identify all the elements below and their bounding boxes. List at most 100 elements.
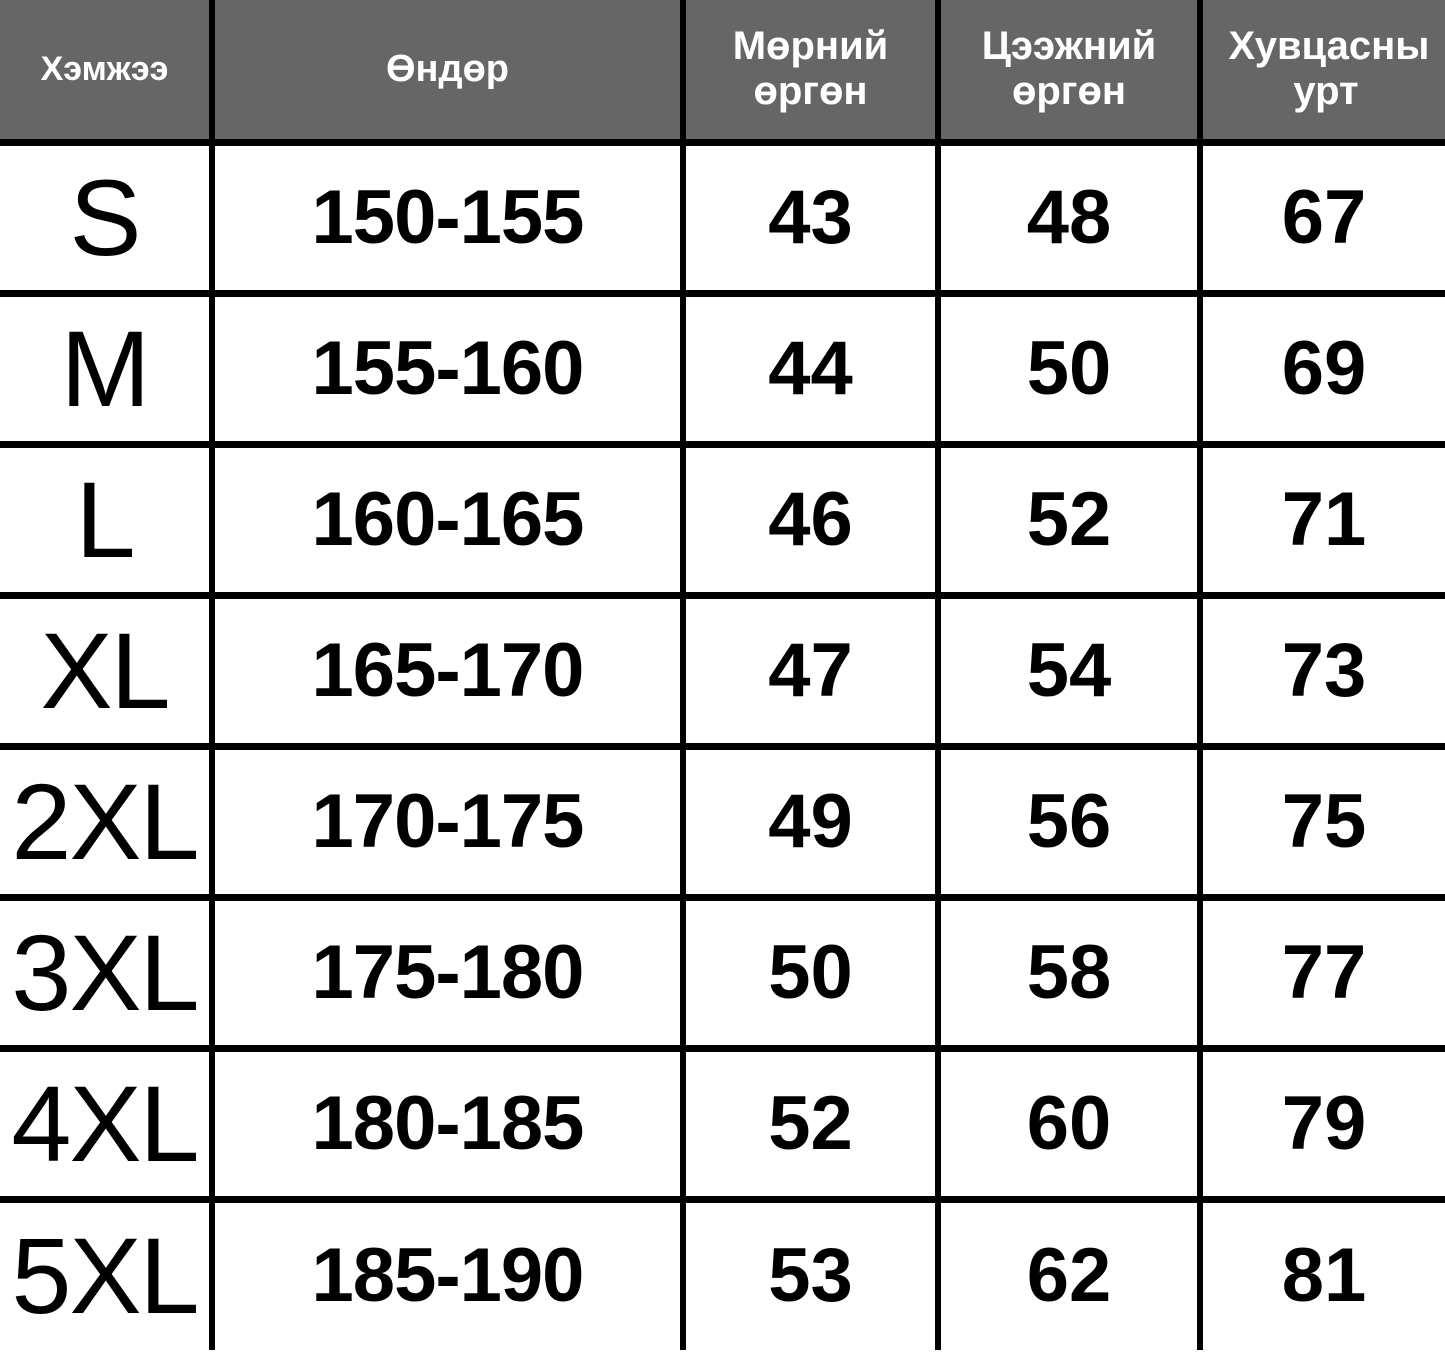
size-label: 2XL (11, 760, 199, 882)
chest-value: 50 (1026, 325, 1112, 411)
chest-value: 62 (1026, 1233, 1112, 1319)
cell-shoulder-width: 44 (683, 289, 941, 444)
size-label: S (69, 156, 141, 278)
shoulder-value: 52 (768, 1080, 853, 1166)
shoulder-value: 47 (768, 627, 853, 713)
column-header-chest-line2: өргөн (1011, 69, 1127, 114)
size-label: 4XL (11, 1062, 199, 1184)
cell-shoulder-width: 52 (683, 1044, 941, 1199)
column-header-garment-length: Хувцасны урт (1200, 0, 1445, 142)
cell-garment-length: 79 (1200, 1044, 1445, 1199)
cell-size: XL (0, 591, 215, 746)
height-value: 175-180 (311, 929, 585, 1015)
cell-size: S (0, 138, 215, 293)
cell-shoulder-width: 50 (683, 893, 941, 1048)
size-label: M (60, 307, 151, 429)
cell-chest-width: 54 (938, 591, 1203, 746)
table-row: S 150-155 43 48 67 (0, 138, 1445, 293)
length-value: 67 (1281, 174, 1367, 260)
column-header-chest-width: Цээжний өргөн (938, 0, 1203, 142)
table-body: S 150-155 43 48 67 M 155-160 44 50 69 L … (0, 138, 1445, 1350)
chest-value: 54 (1026, 627, 1112, 713)
table-row: XL 165-170 47 54 73 (0, 591, 1445, 746)
cell-garment-length: 73 (1200, 591, 1445, 746)
length-value: 77 (1281, 929, 1367, 1015)
size-label: L (75, 458, 135, 580)
cell-shoulder-width: 46 (683, 440, 941, 595)
header-row: Хэмжээ Өндөр Мөрний өргөн Цээжний өргөн … (0, 0, 1445, 142)
cell-chest-width: 58 (938, 893, 1203, 1048)
cell-chest-width: 56 (938, 742, 1203, 897)
table-row: M 155-160 44 50 69 (0, 289, 1445, 444)
cell-chest-width: 50 (938, 289, 1203, 444)
cell-garment-length: 67 (1200, 138, 1445, 293)
size-label: XL (40, 609, 170, 731)
cell-shoulder-width: 53 (683, 1195, 941, 1350)
cell-chest-width: 48 (938, 138, 1203, 293)
cell-garment-length: 69 (1200, 289, 1445, 444)
column-header-size-line1: Хэмжээ (40, 50, 169, 89)
cell-chest-width: 52 (938, 440, 1203, 595)
column-header-shoulder-line1: Мөрний (732, 24, 889, 69)
cell-size: 3XL (0, 893, 215, 1048)
cell-height: 175-180 (212, 893, 686, 1048)
shoulder-value: 46 (768, 476, 853, 562)
length-value: 73 (1281, 627, 1367, 713)
height-value: 180-185 (311, 1080, 585, 1166)
cell-size: L (0, 440, 215, 595)
height-value: 155-160 (311, 325, 585, 411)
cell-height: 180-185 (212, 1044, 686, 1199)
cell-chest-width: 60 (938, 1044, 1203, 1199)
column-header-size: Хэмжээ (0, 0, 215, 142)
cell-chest-width: 62 (938, 1195, 1203, 1350)
cell-garment-length: 77 (1200, 893, 1445, 1048)
column-header-length-line2: урт (1293, 69, 1359, 114)
shoulder-value: 49 (768, 778, 853, 864)
chest-value: 58 (1026, 929, 1112, 1015)
length-value: 81 (1281, 1233, 1367, 1319)
chest-value: 48 (1026, 174, 1112, 260)
cell-shoulder-width: 49 (683, 742, 941, 897)
column-header-height: Өндөр (212, 0, 686, 142)
shoulder-value: 44 (768, 325, 853, 411)
table-row: 2XL 170-175 49 56 75 (0, 742, 1445, 897)
cell-garment-length: 81 (1200, 1195, 1445, 1350)
cell-shoulder-width: 47 (683, 591, 941, 746)
size-label: 5XL (11, 1215, 199, 1337)
height-value: 150-155 (311, 174, 585, 260)
table-row: 4XL 180-185 52 60 79 (0, 1044, 1445, 1199)
cell-height: 160-165 (212, 440, 686, 595)
chest-value: 56 (1026, 778, 1112, 864)
table-row: 5XL 185-190 53 62 81 (0, 1195, 1445, 1350)
cell-height: 185-190 (212, 1195, 686, 1350)
table-row: 3XL 175-180 50 58 77 (0, 893, 1445, 1048)
length-value: 75 (1281, 778, 1367, 864)
height-value: 165-170 (311, 627, 585, 713)
height-value: 170-175 (311, 778, 585, 864)
shoulder-value: 43 (768, 174, 853, 260)
height-value: 160-165 (311, 476, 585, 562)
cell-size: M (0, 289, 215, 444)
table-row: L 160-165 46 52 71 (0, 440, 1445, 595)
chest-value: 52 (1026, 476, 1112, 562)
column-header-shoulder-width: Мөрний өргөн (683, 0, 941, 142)
column-header-height-line1: Өндөр (385, 47, 510, 90)
cell-height: 165-170 (212, 591, 686, 746)
cell-size: 2XL (0, 742, 215, 897)
length-value: 79 (1281, 1080, 1367, 1166)
cell-garment-length: 75 (1200, 742, 1445, 897)
cell-size: 5XL (0, 1195, 215, 1350)
cell-garment-length: 71 (1200, 440, 1445, 595)
size-label: 3XL (11, 911, 199, 1033)
cell-size: 4XL (0, 1044, 215, 1199)
cell-height: 170-175 (212, 742, 686, 897)
length-value: 71 (1281, 476, 1367, 562)
cell-shoulder-width: 43 (683, 138, 941, 293)
length-value: 69 (1281, 325, 1367, 411)
height-value: 185-190 (311, 1233, 585, 1319)
column-header-length-line1: Хувцасны (1228, 24, 1430, 69)
cell-height: 155-160 (212, 289, 686, 444)
shoulder-value: 50 (768, 929, 853, 1015)
